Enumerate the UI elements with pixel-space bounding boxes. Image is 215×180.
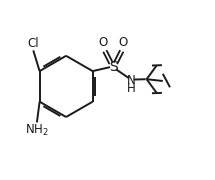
Text: S: S <box>109 60 118 74</box>
Text: O: O <box>99 36 108 49</box>
Text: N: N <box>127 74 136 87</box>
Text: O: O <box>119 36 128 49</box>
Text: Cl: Cl <box>28 37 39 50</box>
Text: H: H <box>127 82 136 95</box>
Text: NH$_2$: NH$_2$ <box>25 123 49 138</box>
